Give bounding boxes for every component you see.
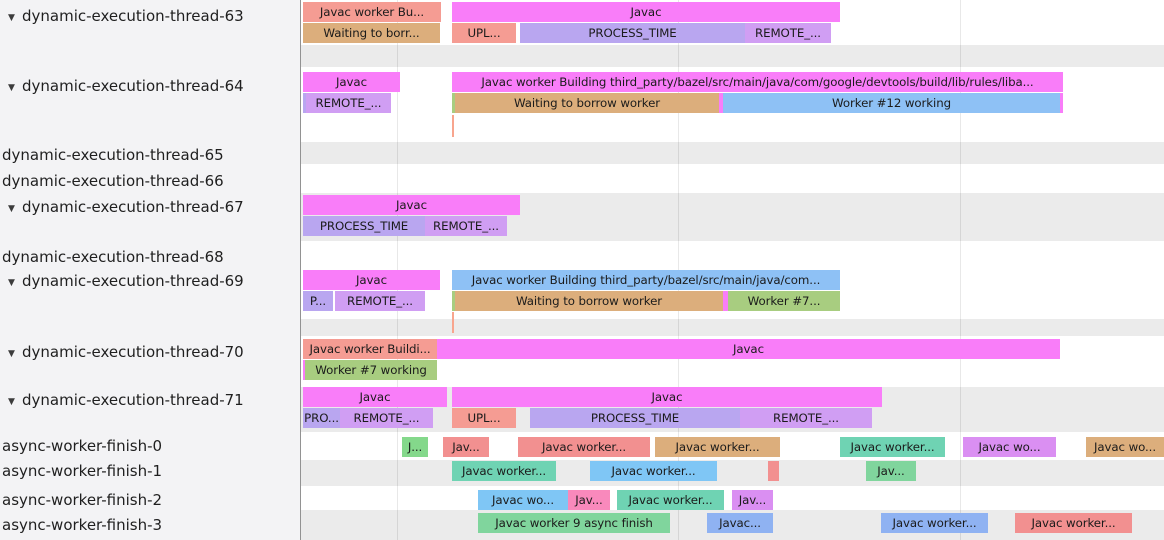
trace-event-bar[interactable] [723,291,728,311]
trace-event-bar[interactable]: Javac [452,2,840,22]
track-label-dynamic-execution-thread-67[interactable]: ▼ dynamic-execution-thread-67 [0,197,244,217]
track-name-text: dynamic-execution-thread-63 [22,7,244,25]
track-name-text: dynamic-execution-thread-70 [22,343,244,361]
trace-event-bar[interactable]: REMOTE_... [306,93,391,113]
trace-event-bar[interactable]: Jav... [568,490,610,510]
trace-event-bar[interactable]: Javac [303,72,400,92]
instant-event-marker[interactable] [452,312,454,333]
track-label-dynamic-execution-thread-69[interactable]: ▼ dynamic-execution-thread-69 [0,271,244,291]
track-name-text: dynamic-execution-thread-64 [22,77,244,95]
track-name-text: dynamic-execution-thread-69 [22,272,244,290]
track-label-async-worker-finish-2[interactable]: async-worker-finish-2 [0,490,162,510]
trace-event-bar[interactable]: PRO... [303,408,340,428]
trace-event-bar[interactable]: PROCESS_TIME [520,23,745,43]
trace-event-bar[interactable]: REMOTE_... [335,291,425,311]
trace-event-bar[interactable]: Waiting to borrow worker [455,291,723,311]
track-name-text: async-worker-finish-3 [2,516,163,534]
trace-event-bar[interactable]: Javac [303,270,440,290]
trace-event-bar[interactable]: Javac [437,339,1060,359]
track-background-band [301,460,1164,486]
trace-event-bar[interactable]: Javac worker Buildi... [303,339,437,359]
trace-event-bar[interactable]: Worker #12 working [723,93,1060,113]
track-label-dynamic-execution-thread-71[interactable]: ▼ dynamic-execution-thread-71 [0,390,244,410]
trace-event-bar[interactable]: Jav... [866,461,916,481]
track-name-panel: ▼ dynamic-execution-thread-63 ▼ dynamic-exe… [0,0,301,540]
trace-event-bar[interactable] [1060,93,1063,113]
collapse-arrow-icon[interactable]: ▼ [8,278,15,288]
trace-event-bar[interactable]: Worker #7 working [305,360,437,380]
trace-event-bar[interactable]: PROCESS_TIME [303,216,425,236]
trace-event-bar[interactable]: Javac worker... [881,513,988,533]
trace-event-bar[interactable]: UPL... [452,408,516,428]
collapse-arrow-icon[interactable]: ▼ [8,13,15,23]
track-label-async-worker-finish-3[interactable]: async-worker-finish-3 [0,515,162,535]
trace-event-bar[interactable]: PROCESS_TIME [530,408,740,428]
trace-event-bar[interactable] [452,291,455,311]
track-label-dynamic-execution-thread-63[interactable]: ▼ dynamic-execution-thread-63 [0,6,244,26]
collapse-arrow-icon[interactable]: ▼ [8,83,15,93]
track-label-dynamic-execution-thread-66[interactable]: dynamic-execution-thread-66 [0,171,224,191]
collapse-arrow-icon[interactable]: ▼ [8,397,15,407]
track-label-dynamic-execution-thread-70[interactable]: ▼ dynamic-execution-thread-70 [0,342,244,362]
trace-event-bar[interactable]: Javac worker... [1015,513,1132,533]
track-background-band [301,45,1164,67]
trace-event-bar[interactable]: Worker #7... [728,291,840,311]
trace-event-bar[interactable] [303,360,305,380]
track-background-band [301,142,1164,164]
track-name-text: dynamic-execution-thread-71 [22,391,244,409]
trace-event-bar[interactable]: Javac... [707,513,773,533]
trace-event-bar[interactable]: Javac [303,387,447,407]
trace-event-bar[interactable]: P... [303,291,333,311]
trace-event-bar[interactable]: Jav... [732,490,773,510]
trace-event-bar[interactable]: Waiting to borrow worker [455,93,719,113]
track-label-async-worker-finish-1[interactable]: async-worker-finish-1 [0,461,162,481]
trace-event-bar[interactable]: Javac wo... [963,437,1056,457]
trace-event-bar[interactable] [768,461,779,481]
track-label-async-worker-finish-0[interactable]: async-worker-finish-0 [0,436,162,456]
trace-event-bar[interactable]: Javac worker... [655,437,780,457]
trace-event-bar[interactable]: REMOTE_... [425,216,507,236]
trace-event-bar[interactable]: Javac worker... [518,437,650,457]
track-label-dynamic-execution-thread-64[interactable]: ▼ dynamic-execution-thread-64 [0,76,244,96]
track-background-band [301,319,1164,336]
trace-event-bar[interactable]: REMOTE_... [740,408,872,428]
track-label-dynamic-execution-thread-65[interactable]: dynamic-execution-thread-65 [0,145,224,165]
track-name-text: async-worker-finish-1 [2,462,163,480]
trace-event-bar[interactable]: Javac worker Building third_party/bazel/… [452,270,840,290]
trace-event-bar[interactable] [719,93,723,113]
trace-event-bar[interactable]: Javac worker Building third_party/bazel/… [452,72,1063,92]
time-gridline [960,0,961,540]
collapse-arrow-icon[interactable]: ▼ [8,349,15,359]
track-name-text: async-worker-finish-0 [2,437,163,455]
track-name-text: async-worker-finish-2 [2,491,163,509]
track-name-text: dynamic-execution-thread-67 [22,198,244,216]
collapse-arrow-icon[interactable]: ▼ [8,204,15,214]
track-name-text: dynamic-execution-thread-68 [2,248,224,266]
trace-event-bar[interactable]: Javac wo... [1086,437,1164,457]
trace-event-bar[interactable]: Javac worker 9 async finish [478,513,670,533]
trace-event-bar[interactable]: Javac [452,387,882,407]
trace-event-bar[interactable]: Javac worker... [840,437,945,457]
trace-event-bar[interactable]: Javac worker... [590,461,717,481]
track-label-dynamic-execution-thread-68[interactable]: dynamic-execution-thread-68 [0,247,224,267]
trace-event-bar[interactable]: Javac worker Bu... [303,2,441,22]
track-name-text: dynamic-execution-thread-65 [2,146,224,164]
trace-event-bar[interactable] [452,93,455,113]
trace-event-bar[interactable]: REMOTE_... [340,408,433,428]
trace-event-bar[interactable]: Javac worker... [452,461,556,481]
trace-event-bar[interactable]: Javac [303,195,520,215]
trace-event-bar[interactable]: J... [402,437,428,457]
trace-event-bar[interactable]: REMOTE_... [745,23,831,43]
trace-event-bar[interactable] [303,93,306,113]
trace-event-bar[interactable]: Javac wo... [478,490,568,510]
trace-event-bar[interactable]: Javac worker... [617,490,724,510]
track-name-text: dynamic-execution-thread-66 [2,172,224,190]
trace-event-bar[interactable]: Waiting to borr... [303,23,440,43]
instant-event-marker[interactable] [452,115,454,137]
trace-event-bar[interactable]: Jav... [443,437,489,457]
trace-event-bar[interactable]: UPL... [452,23,516,43]
